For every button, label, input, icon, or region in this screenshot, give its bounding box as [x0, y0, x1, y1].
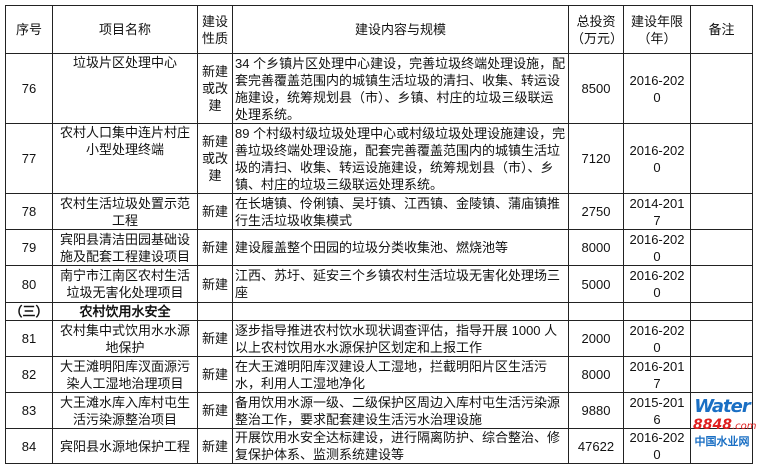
cell-remark [690, 320, 753, 357]
cell-no: 77 [5, 123, 53, 194]
cell-period: 2016-2020 [623, 53, 691, 124]
cell-no: 84 [5, 428, 53, 464]
header-invest: 总投资（万元） [568, 5, 624, 54]
table-row: 77 农村人口集中连片村庄小型处理终端 新建或改建 89 个村级村级垃圾处理中心… [5, 123, 753, 194]
cell-nature: 新建 [197, 428, 233, 464]
cell-content: 逐步指导推进农村饮水现状调查评估，指导开展 1000 人以上农村饮用水水源保护区… [232, 320, 569, 357]
cell-content: 江西、苏圩、延安三个乡镇农村生活垃圾无害化处理场三座 [232, 265, 569, 303]
cell-remark [690, 356, 753, 393]
cell-name: 南宁市江南区农村生活垃圾无害化处理项目 [52, 265, 198, 303]
cell-period: 2016-2020 [623, 123, 691, 194]
cell-invest: 8000 [568, 229, 624, 266]
cell-invest: 8500 [568, 53, 624, 124]
cell-period: 2016-2020 [623, 320, 691, 357]
cell-invest: 47622 [568, 428, 624, 464]
header-remark: 备注 [690, 5, 753, 54]
cell-nature: 新建 [197, 193, 233, 230]
section-no: （三） [5, 302, 53, 321]
table-row: 78 农村生活垃圾处置示范工程 新建 在长塘镇、伶俐镇、吴圩镇、江西镇、金陵镇、… [5, 193, 753, 230]
header-period: 建设年限（年） [623, 5, 691, 54]
cell-remark [690, 265, 753, 303]
cell-content: 建设履盖整个田园的垃圾分类收集池、燃烧池等 [232, 229, 569, 266]
cell-invest: 2750 [568, 193, 624, 230]
section-row: （三） 农村饮用水安全 [5, 302, 753, 321]
cell-period: 2016-2017 [623, 356, 691, 393]
cell-nature: 新建或改建 [197, 53, 233, 124]
header-content: 建设内容与规模 [232, 5, 569, 54]
cell-period: 2016-2020 [623, 229, 691, 266]
cell-no: 78 [5, 193, 53, 230]
cell-nature: 新建 [197, 229, 233, 266]
cell-content: 在大王滩明阳库汊建设人工湿地，拦截明阳片区生活污水，利用人工湿地净化 [232, 356, 569, 393]
cell-name: 大王滩水库入库村屯生活污染源整治项目 [52, 392, 198, 429]
cell-nature: 新建 [197, 320, 233, 357]
cell-period: 2016-2020 [623, 428, 691, 464]
cell-no: 82 [5, 356, 53, 393]
cell-content: 备用饮用水源一级、二级保护区周边入库村屯生活污染源整治工作，要求配套建设生活污水… [232, 392, 569, 429]
cell-remark [690, 193, 753, 230]
table-row: 76 垃圾片区处理中心 新建或改建 34 个乡镇片区处理中心建设，完善垃圾终端处… [5, 53, 753, 124]
table-row: 80 南宁市江南区农村生活垃圾无害化处理项目 新建 江西、苏圩、延安三个乡镇农村… [5, 265, 753, 303]
cell-remark [690, 428, 753, 464]
cell-no: 81 [5, 320, 53, 357]
cell-name: 大王滩明阳库汊面源污染人工湿地治理项目 [52, 356, 198, 393]
cell-remark [690, 229, 753, 266]
table-row: 81 农村集中式饮用水水源地保护 新建 逐步指导推进农村饮水现状调查评估，指导开… [5, 320, 753, 357]
header-name: 项目名称 [52, 5, 198, 54]
cell-empty [568, 302, 624, 321]
cell-no: 80 [5, 265, 53, 303]
cell-invest: 8000 [568, 356, 624, 393]
table-row: 84 宾阳县水源地保护工程 新建 开展饮用水安全达标建设，进行隔离防护、综合整治… [5, 428, 753, 464]
cell-name: 农村人口集中连片村庄小型处理终端 [52, 123, 198, 194]
cell-name: 宾阳县清洁田园基础设施及配套工程建设项目 [52, 229, 198, 266]
section-title: 农村饮用水安全 [52, 302, 198, 321]
cell-content: 34 个乡镇片区处理中心建设，完善垃圾终端处理设施，配套完善覆盖范围内的城镇生活… [232, 53, 569, 124]
cell-invest: 7120 [568, 123, 624, 194]
cell-no: 79 [5, 229, 53, 266]
cell-name: 农村生活垃圾处置示范工程 [52, 193, 198, 230]
cell-period: 2015-2016 [623, 392, 691, 429]
cell-content: 开展饮用水安全达标建设，进行隔离防护、综合整治、修复保护体系、监测系统建设等 [232, 428, 569, 464]
project-table: 序号 项目名称 建设性质 建设内容与规模 总投资（万元） 建设年限（年） 备注 … [5, 5, 753, 464]
cell-name: 宾阳县水源地保护工程 [52, 428, 198, 464]
cell-invest: 9880 [568, 392, 624, 429]
table-row: 79 宾阳县清洁田园基础设施及配套工程建设项目 新建 建设履盖整个田园的垃圾分类… [5, 229, 753, 266]
cell-name: 垃圾片区处理中心 [52, 53, 198, 124]
cell-period: 2014-2017 [623, 193, 691, 230]
cell-remark [690, 123, 753, 194]
cell-nature: 新建 [197, 265, 233, 303]
cell-name: 农村集中式饮用水水源地保护 [52, 320, 198, 357]
cell-invest: 5000 [568, 265, 624, 303]
header-no: 序号 [5, 5, 53, 54]
cell-empty [623, 302, 691, 321]
cell-nature: 新建 [197, 356, 233, 393]
cell-remark [690, 392, 753, 429]
cell-nature: 新建 [197, 392, 233, 429]
table-row: 82 大王滩明阳库汊面源污染人工湿地治理项目 新建 在大王滩明阳库汊建设人工湿地… [5, 356, 753, 393]
cell-content: 89 个村级村级垃圾处理中心或村级垃圾处理设施建设，完善垃圾终端处理设施，配套完… [232, 123, 569, 194]
cell-period: 2016-2020 [623, 265, 691, 303]
cell-nature: 新建或改建 [197, 123, 233, 194]
cell-empty [197, 302, 233, 321]
cell-content: 在长塘镇、伶俐镇、吴圩镇、江西镇、金陵镇、蒲庙镇推行生活垃圾收集模式 [232, 193, 569, 230]
cell-empty [690, 302, 753, 321]
cell-no: 76 [5, 53, 53, 124]
cell-no: 83 [5, 392, 53, 429]
header-row: 序号 项目名称 建设性质 建设内容与规模 总投资（万元） 建设年限（年） 备注 [5, 5, 753, 54]
table-row: 83 大王滩水库入库村屯生活污染源整治项目 新建 备用饮用水源一级、二级保护区周… [5, 392, 753, 429]
header-nature: 建设性质 [197, 5, 233, 54]
cell-remark [690, 53, 753, 124]
cell-invest: 2000 [568, 320, 624, 357]
cell-empty [232, 302, 569, 321]
